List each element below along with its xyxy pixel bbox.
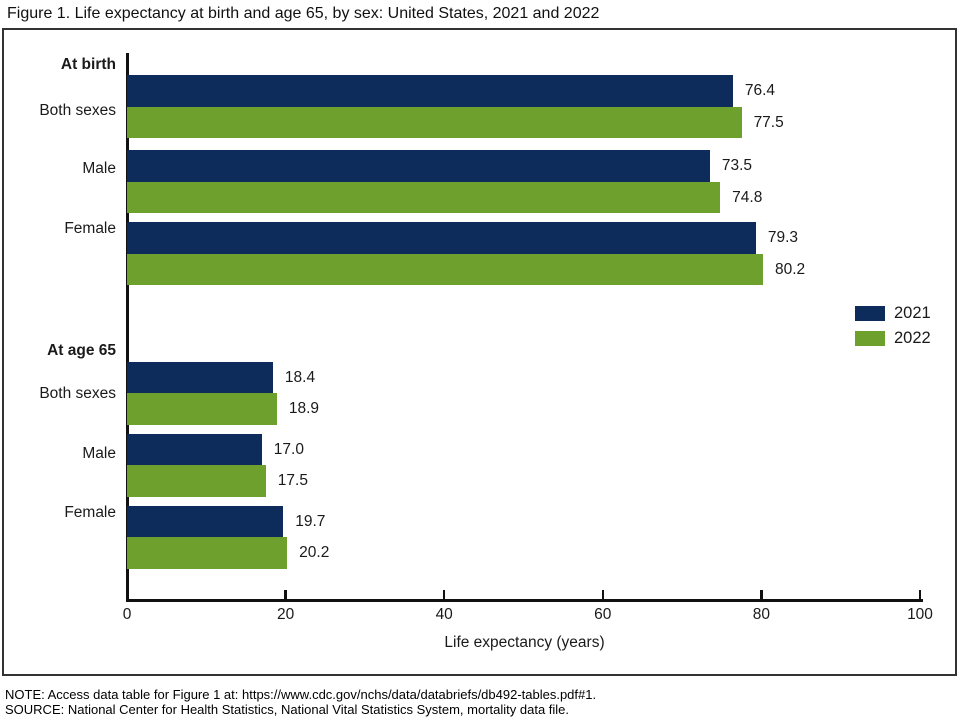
- x-tick-label: 100: [907, 606, 933, 623]
- bar-value-label: 76.4: [744, 82, 776, 99]
- figure-title: Figure 1. Life expectancy at birth and a…: [7, 5, 600, 22]
- x-tick-20: [284, 590, 287, 599]
- source-text: SOURCE: National Center for Health Stati…: [5, 702, 570, 717]
- category-label-at-age-65-both-sexes: Both sexes: [39, 385, 116, 402]
- category-label-at-birth-male: Male: [82, 160, 116, 177]
- category-label-at-age-65-female: Female: [64, 503, 116, 521]
- x-tick-label: 20: [276, 606, 295, 623]
- bar-value-label: 74.8: [732, 188, 763, 206]
- x-axis-title: Life expectancy (years): [444, 634, 605, 651]
- x-tick-label: 0: [122, 606, 132, 623]
- bar-value-label: 20.2: [299, 544, 330, 561]
- bar-2021-at-age-65-female: [127, 505, 284, 537]
- x-tick-label: 60: [594, 606, 612, 623]
- bar-value-label: 18.4: [284, 368, 316, 386]
- x-tick-label: 40: [435, 606, 453, 623]
- bar-2022-at-birth-male: [127, 181, 721, 213]
- bar-value-label: 19.7: [295, 512, 326, 530]
- bar-2022-at-age-65-female: [127, 537, 288, 569]
- x-tick-0: [125, 590, 129, 599]
- category-label-at-birth-both-sexes: Both sexes: [39, 101, 116, 119]
- legend-swatch-2022: [855, 331, 885, 346]
- x-tick-100: [918, 590, 922, 599]
- bar-2022-at-age-65-male: [127, 465, 266, 497]
- bar-value-label: 17.0: [273, 440, 304, 458]
- legend-label-2021: 2021: [894, 304, 931, 322]
- chart-frame: [2, 28, 957, 676]
- legend-swatch-2021: [855, 306, 885, 321]
- bar-value-label: 77.5: [753, 113, 784, 131]
- bar-value-label: 18.9: [288, 400, 320, 417]
- legend-label-2022: 2022: [894, 329, 931, 347]
- x-tick-60: [601, 590, 605, 599]
- y-axis-line: [125, 53, 129, 600]
- x-axis-line: [125, 598, 923, 602]
- bar-value-label: 79.3: [767, 229, 799, 246]
- x-tick-40: [442, 590, 446, 599]
- x-tick-label: 80: [752, 606, 771, 623]
- category-label-at-age-65-male: Male: [82, 445, 116, 462]
- bar-value-label: 17.5: [277, 472, 308, 489]
- category-label-at-birth-female: Female: [64, 220, 116, 237]
- group-heading-at-birth: At birth: [60, 55, 116, 73]
- bar-2021-at-birth-female: [127, 222, 756, 254]
- bar-value-label: 73.5: [721, 157, 753, 174]
- note-text: NOTE: Access data table for Figure 1 at:…: [5, 687, 597, 702]
- bar-2021-at-birth-both-sexes: [127, 75, 733, 107]
- group-heading-at-age-65: At age 65: [47, 342, 116, 359]
- bar-2021-at-birth-male: [127, 150, 710, 182]
- x-tick-80: [760, 590, 763, 599]
- bar-2022-at-birth-both-sexes: [127, 106, 742, 138]
- bar-value-label: 80.2: [774, 260, 806, 278]
- bar-2022-at-birth-female: [127, 253, 763, 285]
- bar-2021-at-age-65-male: [127, 433, 262, 465]
- bar-2022-at-age-65-both-sexes: [127, 393, 277, 425]
- bar-2021-at-age-65-both-sexes: [127, 361, 273, 393]
